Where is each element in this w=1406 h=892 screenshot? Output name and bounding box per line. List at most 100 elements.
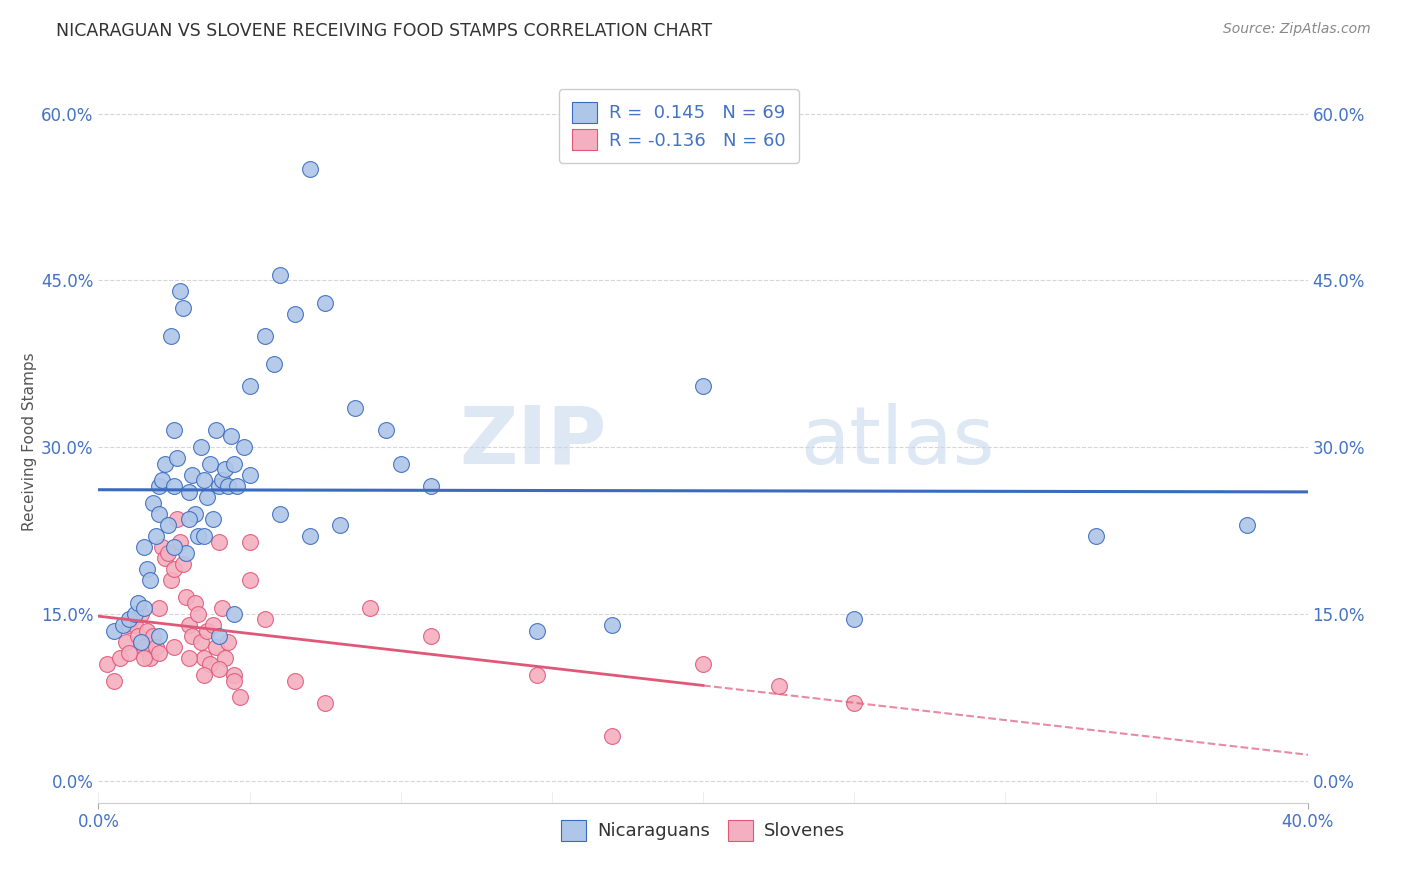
Point [179,512,201,526]
Point [229,690,252,705]
Point [129,607,152,621]
Point [211,601,233,615]
Point [200,457,222,471]
Point [160,329,183,343]
Point [224,673,246,688]
Point [420,479,443,493]
Point [195,624,218,638]
Text: ZIP: ZIP [458,402,606,481]
Point [269,507,291,521]
Point [187,529,209,543]
Point [108,651,131,665]
Point [221,429,243,443]
Point [148,507,170,521]
Point [193,651,215,665]
Point [214,462,236,476]
Point [153,457,176,471]
Point [420,629,443,643]
Point [224,607,246,621]
Point [179,651,201,665]
Point [142,496,165,510]
Point [153,551,176,566]
Text: atlas: atlas [800,402,994,481]
Point [768,679,790,693]
Point [127,629,149,643]
Point [150,474,173,488]
Point [253,329,276,343]
Point [118,612,141,626]
Point [118,646,141,660]
Point [179,484,201,499]
Point [172,301,194,315]
Point [205,424,228,438]
Point [114,634,136,648]
Point [190,634,212,648]
Point [844,696,866,710]
Point [208,534,231,549]
Point [172,557,194,571]
Point [374,424,396,438]
Point [174,590,197,604]
Point [96,657,118,671]
Legend: Nicaraguans, Slovenes: Nicaraguans, Slovenes [554,813,852,848]
Point [1236,517,1258,532]
Point [314,696,336,710]
Point [184,596,207,610]
Point [208,479,231,493]
Point [208,629,231,643]
Point [145,529,167,543]
Point [121,612,143,626]
Point [239,534,262,549]
Point [169,285,191,299]
Point [284,307,307,321]
Point [299,162,322,177]
Point [163,479,186,493]
Point [200,657,222,671]
Point [142,629,165,643]
Point [163,540,186,554]
Point [202,618,225,632]
Point [148,646,170,660]
Point [124,607,146,621]
Point [526,624,548,638]
Point [314,295,336,310]
Point [184,507,207,521]
Point [135,624,157,638]
Point [132,651,155,665]
Point [217,479,239,493]
Point [139,651,162,665]
Point [269,268,291,282]
Point [284,673,307,688]
Point [239,467,262,482]
Point [195,490,218,504]
Point [166,512,188,526]
Point [174,546,197,560]
Point [179,618,201,632]
Text: Source: ZipAtlas.com: Source: ZipAtlas.com [1223,22,1371,37]
Point [217,634,239,648]
Point [103,624,125,638]
Point [148,479,170,493]
Point [148,601,170,615]
Point [844,612,866,626]
Point [103,673,125,688]
Point [163,424,186,438]
Point [150,540,173,554]
Point [214,651,236,665]
Point [253,612,276,626]
Point [145,640,167,655]
Point [160,574,183,588]
Point [239,379,262,393]
Point [389,457,412,471]
Point [193,529,215,543]
Point [129,634,152,648]
Point [166,451,188,466]
Point [187,607,209,621]
Text: NICARAGUAN VS SLOVENE RECEIVING FOOD STAMPS CORRELATION CHART: NICARAGUAN VS SLOVENE RECEIVING FOOD STA… [56,22,713,40]
Point [202,512,225,526]
Point [156,546,179,560]
Point [132,640,155,655]
Point [132,540,155,554]
Point [329,517,352,532]
Point [139,574,162,588]
